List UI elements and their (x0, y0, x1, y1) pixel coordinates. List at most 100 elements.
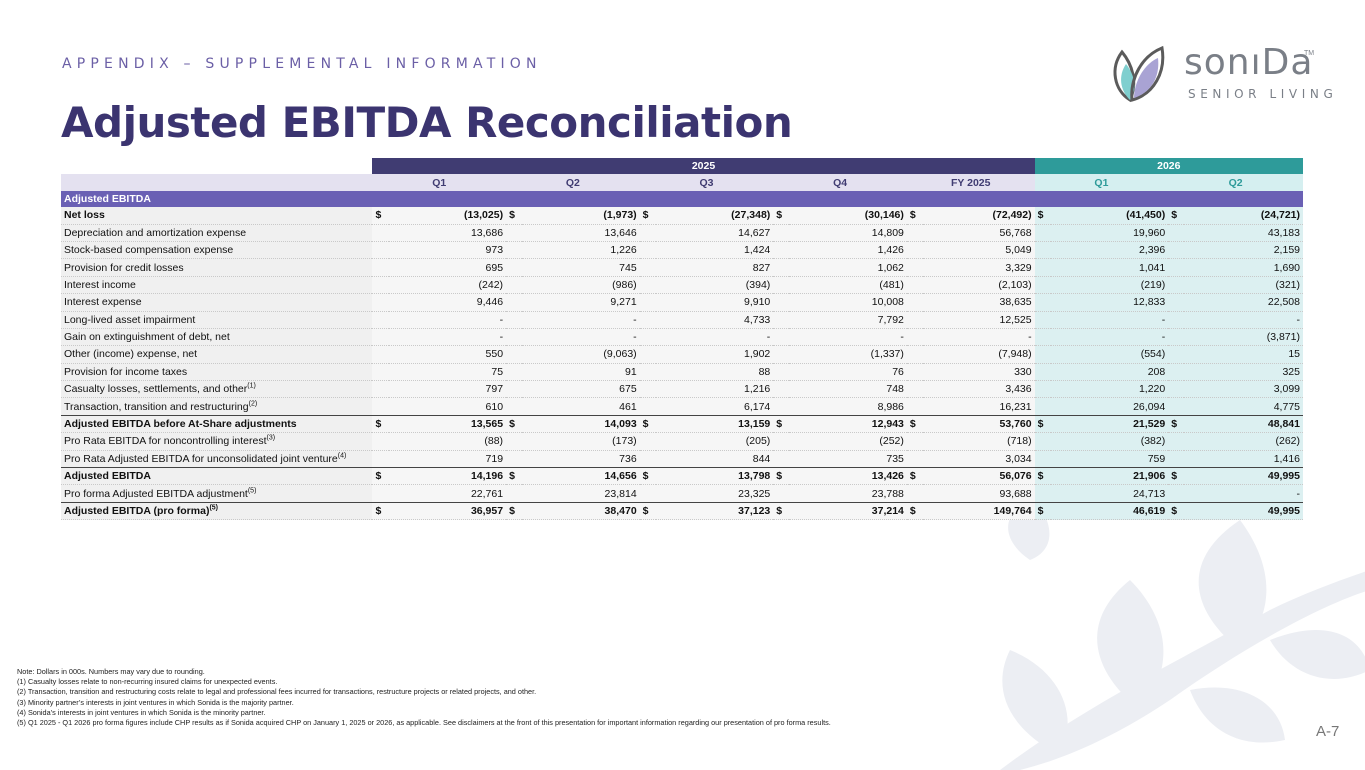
currency-cell: $ (372, 501, 389, 521)
value-cell: 13,686 (388, 224, 507, 242)
currency-cell (906, 293, 923, 312)
currency-cell (1168, 258, 1185, 277)
value-cell: 1,216 (655, 380, 774, 399)
currency-cell (372, 328, 389, 347)
value-cell: 56,768 (922, 224, 1035, 242)
value-cell: - (388, 328, 507, 347)
row-label-text: Gain on extinguishment of debt, net (64, 331, 230, 344)
value-cell: 43,183 (1184, 224, 1303, 242)
value-cell: (24,721) (1184, 207, 1303, 225)
value-cell: 22,508 (1184, 293, 1303, 312)
value-cell: 14,809 (789, 224, 907, 242)
value-cell: (41,450) (1050, 207, 1169, 225)
table-row: Adjusted EBITDA (pro forma)(5) $36,957 $38… (61, 501, 1303, 521)
currency-cell (639, 241, 656, 260)
currency-cell (506, 276, 523, 295)
value-cell: (262) (1184, 432, 1303, 451)
currency-cell (1168, 363, 1185, 382)
currency-cell: $ (506, 207, 523, 225)
value-cell: 14,627 (655, 224, 774, 242)
value-cell: (321) (1184, 276, 1303, 295)
table-row: Adjusted EBITDA before At-Share adjustme… (61, 414, 1303, 434)
currency-cell: $ (639, 207, 656, 225)
value-cell: - (655, 328, 774, 347)
value-cell: 14,656 (522, 467, 640, 486)
currency-cell (1168, 224, 1185, 242)
value-cell: 26,094 (1050, 397, 1169, 416)
currency-cell (1034, 363, 1051, 382)
currency-cell (906, 224, 923, 242)
currency-cell: $ (1034, 207, 1051, 225)
currency-cell: $ (506, 467, 523, 486)
currency-cell (506, 363, 523, 382)
value-cell: 719 (388, 450, 507, 469)
row-label: Depreciation and amortization expense (61, 224, 373, 242)
table-row: Long-lived asset impairment - -4,733 7,792 1… (61, 311, 1303, 329)
value-cell: 735 (789, 450, 907, 469)
value-cell: 973 (388, 241, 507, 260)
column-header: Q1 (372, 174, 507, 191)
currency-cell (773, 484, 790, 503)
value-cell: 36,957 (388, 501, 507, 521)
quarter-header-row: Q1 Q2 Q3 Q4 FY 2025 Q1 Q2 (61, 174, 1303, 191)
currency-cell: $ (1034, 501, 1051, 521)
row-label: Pro Rata EBITDA for noncontrolling inter… (61, 432, 373, 451)
currency-cell: $ (773, 467, 790, 486)
currency-cell: $ (773, 501, 790, 521)
currency-cell (906, 397, 923, 416)
value-cell: - (789, 328, 907, 347)
row-label-text: Other (income) expense, net (64, 348, 198, 361)
section-header-row: Adjusted EBITDA (61, 190, 1303, 208)
table-row: Pro Rata Adjusted EBITDA for unconsolida… (61, 450, 1303, 469)
currency-cell: $ (506, 414, 523, 434)
currency-cell (773, 276, 790, 295)
currency-cell: $ (1034, 467, 1051, 486)
currency-cell: $ (639, 467, 656, 486)
value-cell: 93,688 (922, 484, 1035, 503)
leaf-watermark-icon (1000, 500, 1365, 770)
value-cell: 2,159 (1184, 241, 1303, 260)
value-cell: 76 (789, 363, 907, 382)
currency-cell (506, 484, 523, 503)
logo-subtitle: SENIOR LIVING (1188, 87, 1338, 101)
currency-cell: $ (773, 207, 790, 225)
row-label-text: Provision for credit losses (64, 261, 184, 274)
column-header: FY 2025 (906, 174, 1035, 191)
value-cell: (554) (1050, 345, 1169, 364)
value-cell: 3,099 (1184, 380, 1303, 399)
value-cell: 844 (655, 450, 774, 469)
value-cell: 12,943 (789, 414, 907, 434)
column-header: Q2 (506, 174, 640, 191)
footnote-line: (2) Transaction, transition and restruct… (17, 687, 537, 697)
value-cell: (7,948) (922, 345, 1035, 364)
currency-cell (639, 484, 656, 503)
value-cell: (27,348) (655, 207, 774, 225)
currency-cell (639, 311, 656, 329)
currency-cell (372, 293, 389, 312)
value-cell: 797 (388, 380, 507, 399)
row-label-text: Adjusted EBITDA before At-Share adjustme… (64, 418, 297, 431)
value-cell: (2,103) (922, 276, 1035, 295)
row-label: Provision for income taxes (61, 363, 373, 382)
currency-cell (906, 450, 923, 469)
value-cell: 38,470 (522, 501, 640, 521)
value-cell: 13,426 (789, 467, 907, 486)
currency-cell (773, 328, 790, 347)
sonida-leaf-icon (1113, 45, 1165, 103)
footnote-marker: (3) (266, 434, 276, 442)
currency-cell (639, 328, 656, 347)
currency-cell: $ (906, 467, 923, 486)
value-cell: (173) (522, 432, 640, 451)
value-cell: (1,337) (789, 345, 907, 364)
value-cell: 88 (655, 363, 774, 382)
value-cell: 37,123 (655, 501, 774, 521)
row-label: Long-lived asset impairment (61, 311, 373, 329)
currency-cell (773, 432, 790, 451)
row-label-text: Pro Rata Adjusted EBITDA for unconsolida… (64, 452, 338, 465)
currency-cell (773, 380, 790, 399)
row-label: Adjusted EBITDA (pro forma)(5) (61, 501, 373, 521)
currency-cell (372, 363, 389, 382)
value-cell: (30,146) (789, 207, 907, 225)
currency-cell (1168, 311, 1185, 329)
value-cell: 12,525 (922, 311, 1035, 329)
